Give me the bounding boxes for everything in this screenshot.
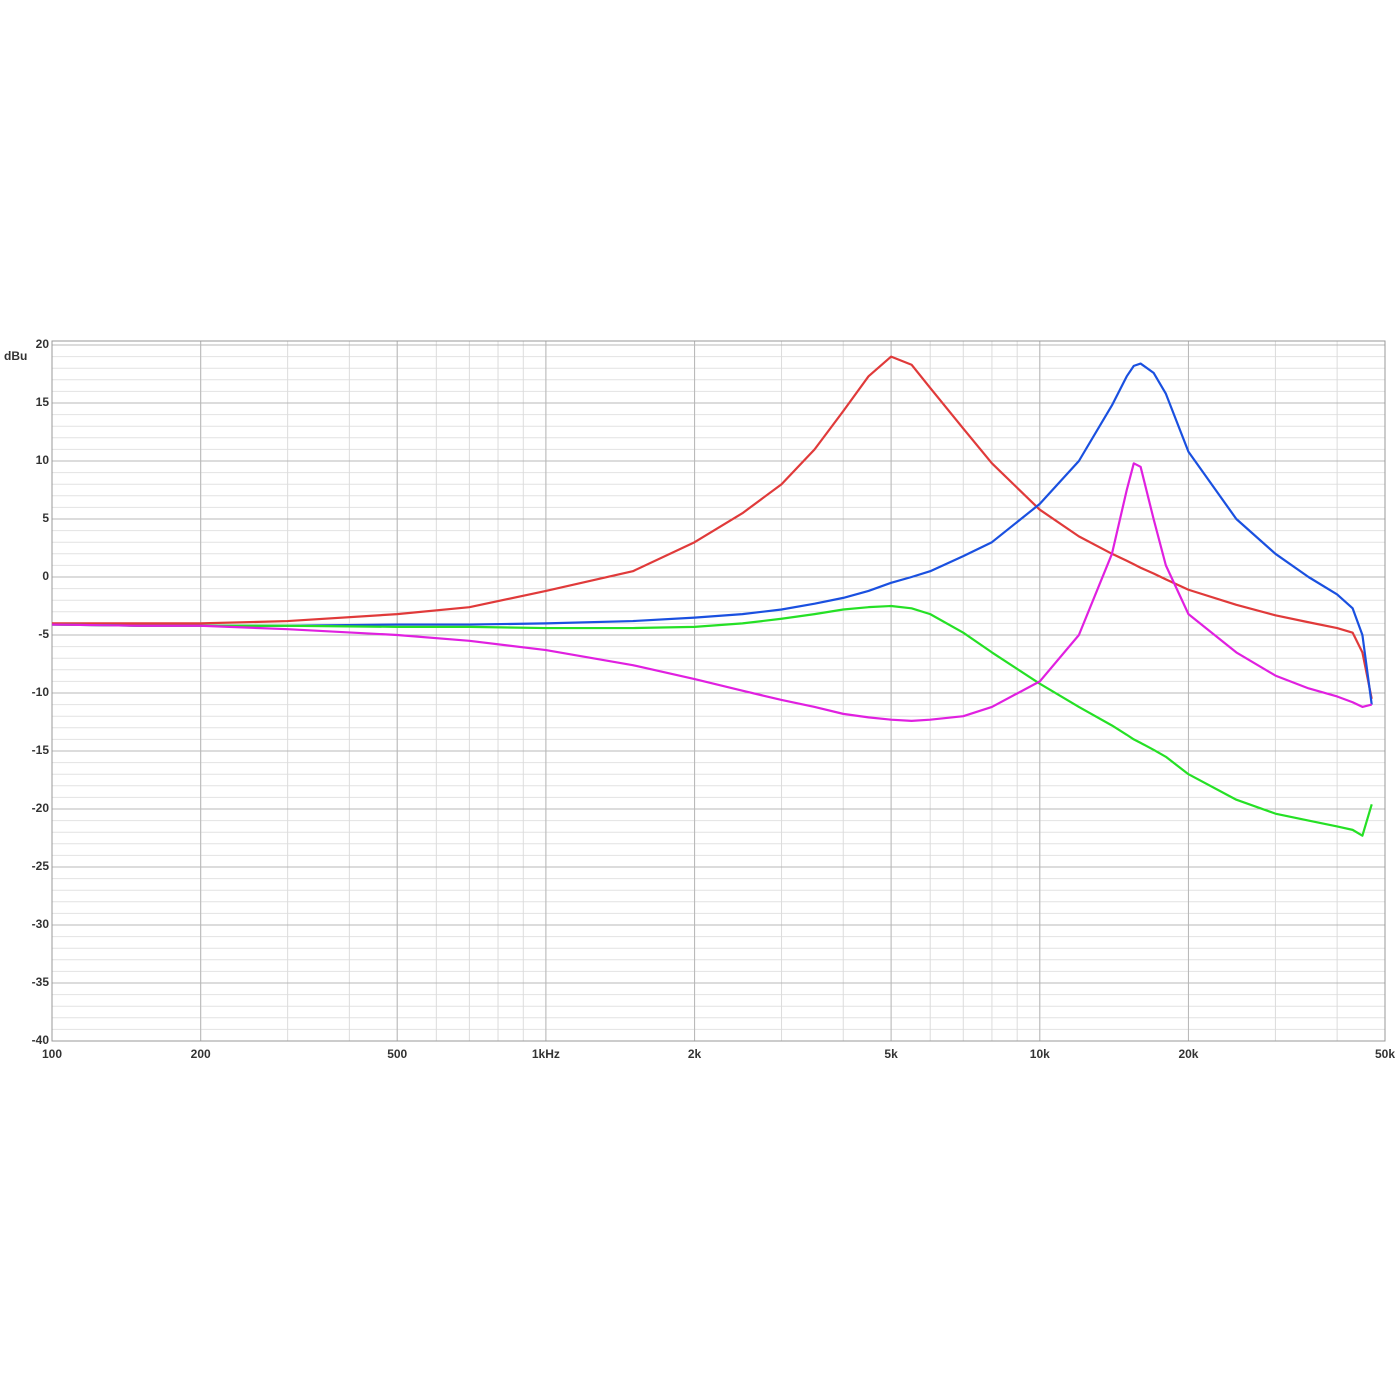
series-line [52, 355, 1373, 700]
y-tick-label: -20 [32, 801, 50, 815]
x-tick-label: 100 [42, 1047, 62, 1061]
x-tick-label: 50k [1375, 1047, 1395, 1061]
x-tick-label: 20k [1178, 1047, 1198, 1061]
series-line [51, 362, 1373, 705]
series-line [51, 604, 1373, 837]
y-tick-label: -30 [32, 917, 50, 931]
y-tick-label: -25 [32, 859, 50, 873]
y-tick-label: 20 [36, 337, 50, 351]
y-tick-label: -15 [32, 743, 50, 757]
y-tick-label: -5 [38, 627, 49, 641]
x-tick-label: 10k [1030, 1047, 1050, 1061]
x-tick-label: 1kHz [532, 1047, 560, 1061]
y-tick-label: -35 [32, 975, 50, 989]
y-axis-label: dBu [4, 349, 27, 363]
x-tick-label: 5k [884, 1047, 898, 1061]
y-tick-label: -40 [32, 1033, 50, 1047]
plot-frame [51, 340, 1386, 1042]
x-tick-label: 2k [688, 1047, 702, 1061]
y-tick-label: 5 [42, 511, 49, 525]
x-tick-label: 200 [191, 1047, 211, 1061]
y-tick-label: 15 [36, 395, 50, 409]
y-tick-label: 0 [42, 569, 49, 583]
series-line [51, 462, 1372, 722]
y-tick-label: 10 [36, 453, 50, 467]
x-tick-label: 500 [387, 1047, 407, 1061]
y-tick-label: -10 [32, 685, 50, 699]
